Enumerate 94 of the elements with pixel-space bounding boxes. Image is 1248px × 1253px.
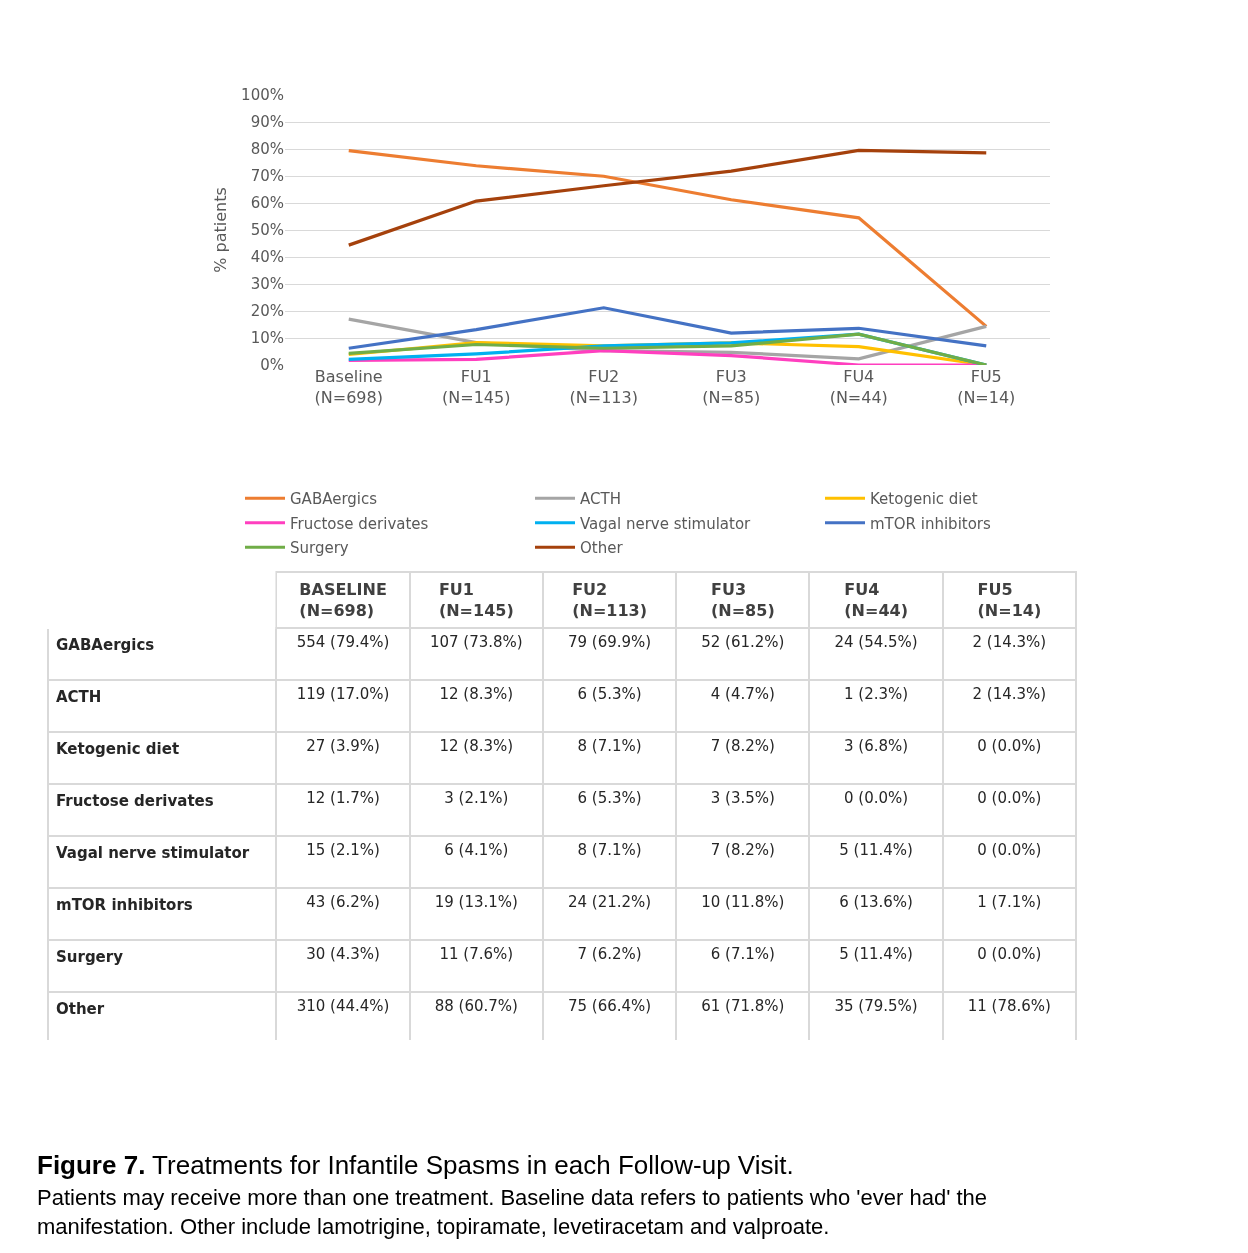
data-label: 3 (6.8%)	[844, 737, 909, 756]
x-tick-label: FU5 (N=14)	[957, 367, 1016, 407]
y-tick-label: 70%	[250, 167, 284, 186]
text: ACTH	[56, 687, 102, 706]
data-label: 8 (7.1%)	[577, 737, 642, 756]
legend-label: mTOR inhibitors	[870, 514, 992, 533]
text: Figure 7. Treatments for Infantile Spasms in each Follow-up Visit.	[37, 1150, 794, 1180]
data-label: 0 (0.0%)	[977, 945, 1042, 964]
data-label: 88 (60.7%)	[434, 997, 518, 1016]
line-series	[347, 148, 988, 247]
data-label: 6 (4.1%)	[444, 841, 509, 860]
y-tick-label: 60%	[250, 194, 284, 213]
data-label: 4 (4.7%)	[710, 685, 775, 704]
data-label: 11 (7.6%)	[439, 945, 514, 964]
data-label: 24 (54.5%)	[834, 633, 918, 652]
legend-label: Vagal nerve stimulator	[580, 514, 752, 533]
y-tick-label: 30%	[250, 275, 284, 294]
text: Other	[56, 999, 105, 1018]
line-series	[347, 149, 988, 328]
x-tick-label: FU3 (N=85)	[702, 367, 761, 407]
x-tick-label: Baseline (N=698)	[314, 367, 383, 407]
data-label: 27 (3.9%)	[306, 737, 380, 756]
text: Fructose derivates	[56, 791, 214, 810]
y-tick-label: 20%	[250, 302, 284, 321]
line-series	[347, 332, 988, 365]
data-label: 12 (8.3%)	[439, 737, 514, 756]
data-label: 12 (8.3%)	[439, 685, 514, 704]
text: BASELINE (N=698)	[299, 580, 387, 620]
data-label: 0 (0.0%)	[977, 789, 1042, 808]
data-label: 7 (8.2%)	[710, 841, 775, 860]
data-label: 1 (2.3%)	[844, 685, 909, 704]
y-tick-label: 80%	[250, 140, 284, 159]
data-label: 6 (7.1%)	[710, 945, 775, 964]
text: FU2 (N=113)	[572, 580, 648, 620]
data-label: 119 (17.0%)	[296, 685, 390, 704]
data-label: 5 (11.4%)	[839, 841, 913, 860]
legend-label: Surgery	[290, 539, 349, 558]
data-label: 19 (13.1%)	[434, 893, 518, 912]
data-label: 3 (3.5%)	[710, 789, 775, 808]
y-tick-label: 40%	[250, 248, 284, 267]
data-label: 8 (7.1%)	[577, 841, 642, 860]
legend-label: Fructose derivates	[290, 514, 429, 533]
data-label: 0 (0.0%)	[977, 841, 1042, 860]
legend-label: GABAergics	[290, 490, 378, 509]
data-label: 2 (14.3%)	[972, 633, 1047, 652]
legend-label: Other	[580, 539, 624, 558]
data-label: 2 (14.3%)	[972, 685, 1047, 704]
data-label: 10 (11.8%)	[701, 893, 785, 912]
text: Surgery	[56, 947, 123, 966]
data-label: 5 (11.4%)	[839, 945, 913, 964]
data-label: 3 (2.1%)	[444, 789, 509, 808]
text: Patients may receive more than one treatment. Baseline data refers to patients who 'ever had' the manifestation. Other include lamotrigine, topiramate, levetiracetam and valproate.	[37, 1185, 988, 1239]
data-label: 6 (5.3%)	[577, 685, 642, 704]
text: FU5 (N=14)	[977, 580, 1042, 620]
data-label: 7 (6.2%)	[577, 945, 642, 964]
data-label: 24 (21.2%)	[567, 893, 652, 912]
data-label: 75 (66.4%)	[567, 997, 652, 1016]
x-tick-label: FU4 (N=44)	[829, 367, 888, 407]
text: GABAergics	[56, 635, 155, 654]
y-tick-label: 90%	[250, 113, 284, 132]
data-label: 0 (0.0%)	[977, 737, 1042, 756]
text: FU1 (N=145)	[438, 580, 514, 620]
line-series	[347, 306, 988, 350]
text: Ketogenic diet	[56, 739, 180, 758]
data-label: 43 (6.2%)	[306, 893, 380, 912]
data-label: 107 (73.8%)	[429, 633, 523, 652]
text: FU3 (N=85)	[711, 580, 775, 620]
data-label: 12 (1.7%)	[306, 789, 380, 808]
y-tick-label: 50%	[250, 221, 284, 240]
data-label: 0 (0.0%)	[844, 789, 909, 808]
text: FU4 (N=44)	[844, 580, 908, 620]
y-tick-label: 10%	[250, 329, 284, 348]
data-label: 11 (78.6%)	[967, 997, 1051, 1016]
x-tick-label: FU2 (N=113)	[569, 367, 638, 407]
text: mTOR inhibitors	[56, 895, 193, 914]
y-axis-title: % patients	[211, 187, 231, 273]
data-label: 310 (44.4%)	[296, 997, 390, 1016]
legend-label: ACTH	[580, 490, 621, 509]
text: Vagal nerve stimulator	[56, 843, 250, 862]
y-tick-label: 100%	[241, 86, 284, 105]
data-label: 6 (13.6%)	[839, 893, 913, 912]
data-label: 6 (5.3%)	[577, 789, 642, 808]
legend-label: Ketogenic diet	[870, 490, 978, 509]
data-label: 35 (79.5%)	[834, 997, 918, 1016]
data-label: 30 (4.3%)	[306, 945, 380, 964]
data-label: 52 (61.2%)	[701, 633, 785, 652]
data-label: 554 (79.4%)	[296, 633, 390, 652]
y-tick-label: 0%	[260, 356, 284, 375]
data-label: 7 (8.2%)	[710, 737, 775, 756]
data-label: 61 (71.8%)	[701, 997, 785, 1016]
x-tick-label: FU1 (N=145)	[442, 367, 511, 407]
data-label: 15 (2.1%)	[306, 841, 380, 860]
data-label: 1 (7.1%)	[977, 893, 1042, 912]
data-label: 79 (69.9%)	[567, 633, 652, 652]
